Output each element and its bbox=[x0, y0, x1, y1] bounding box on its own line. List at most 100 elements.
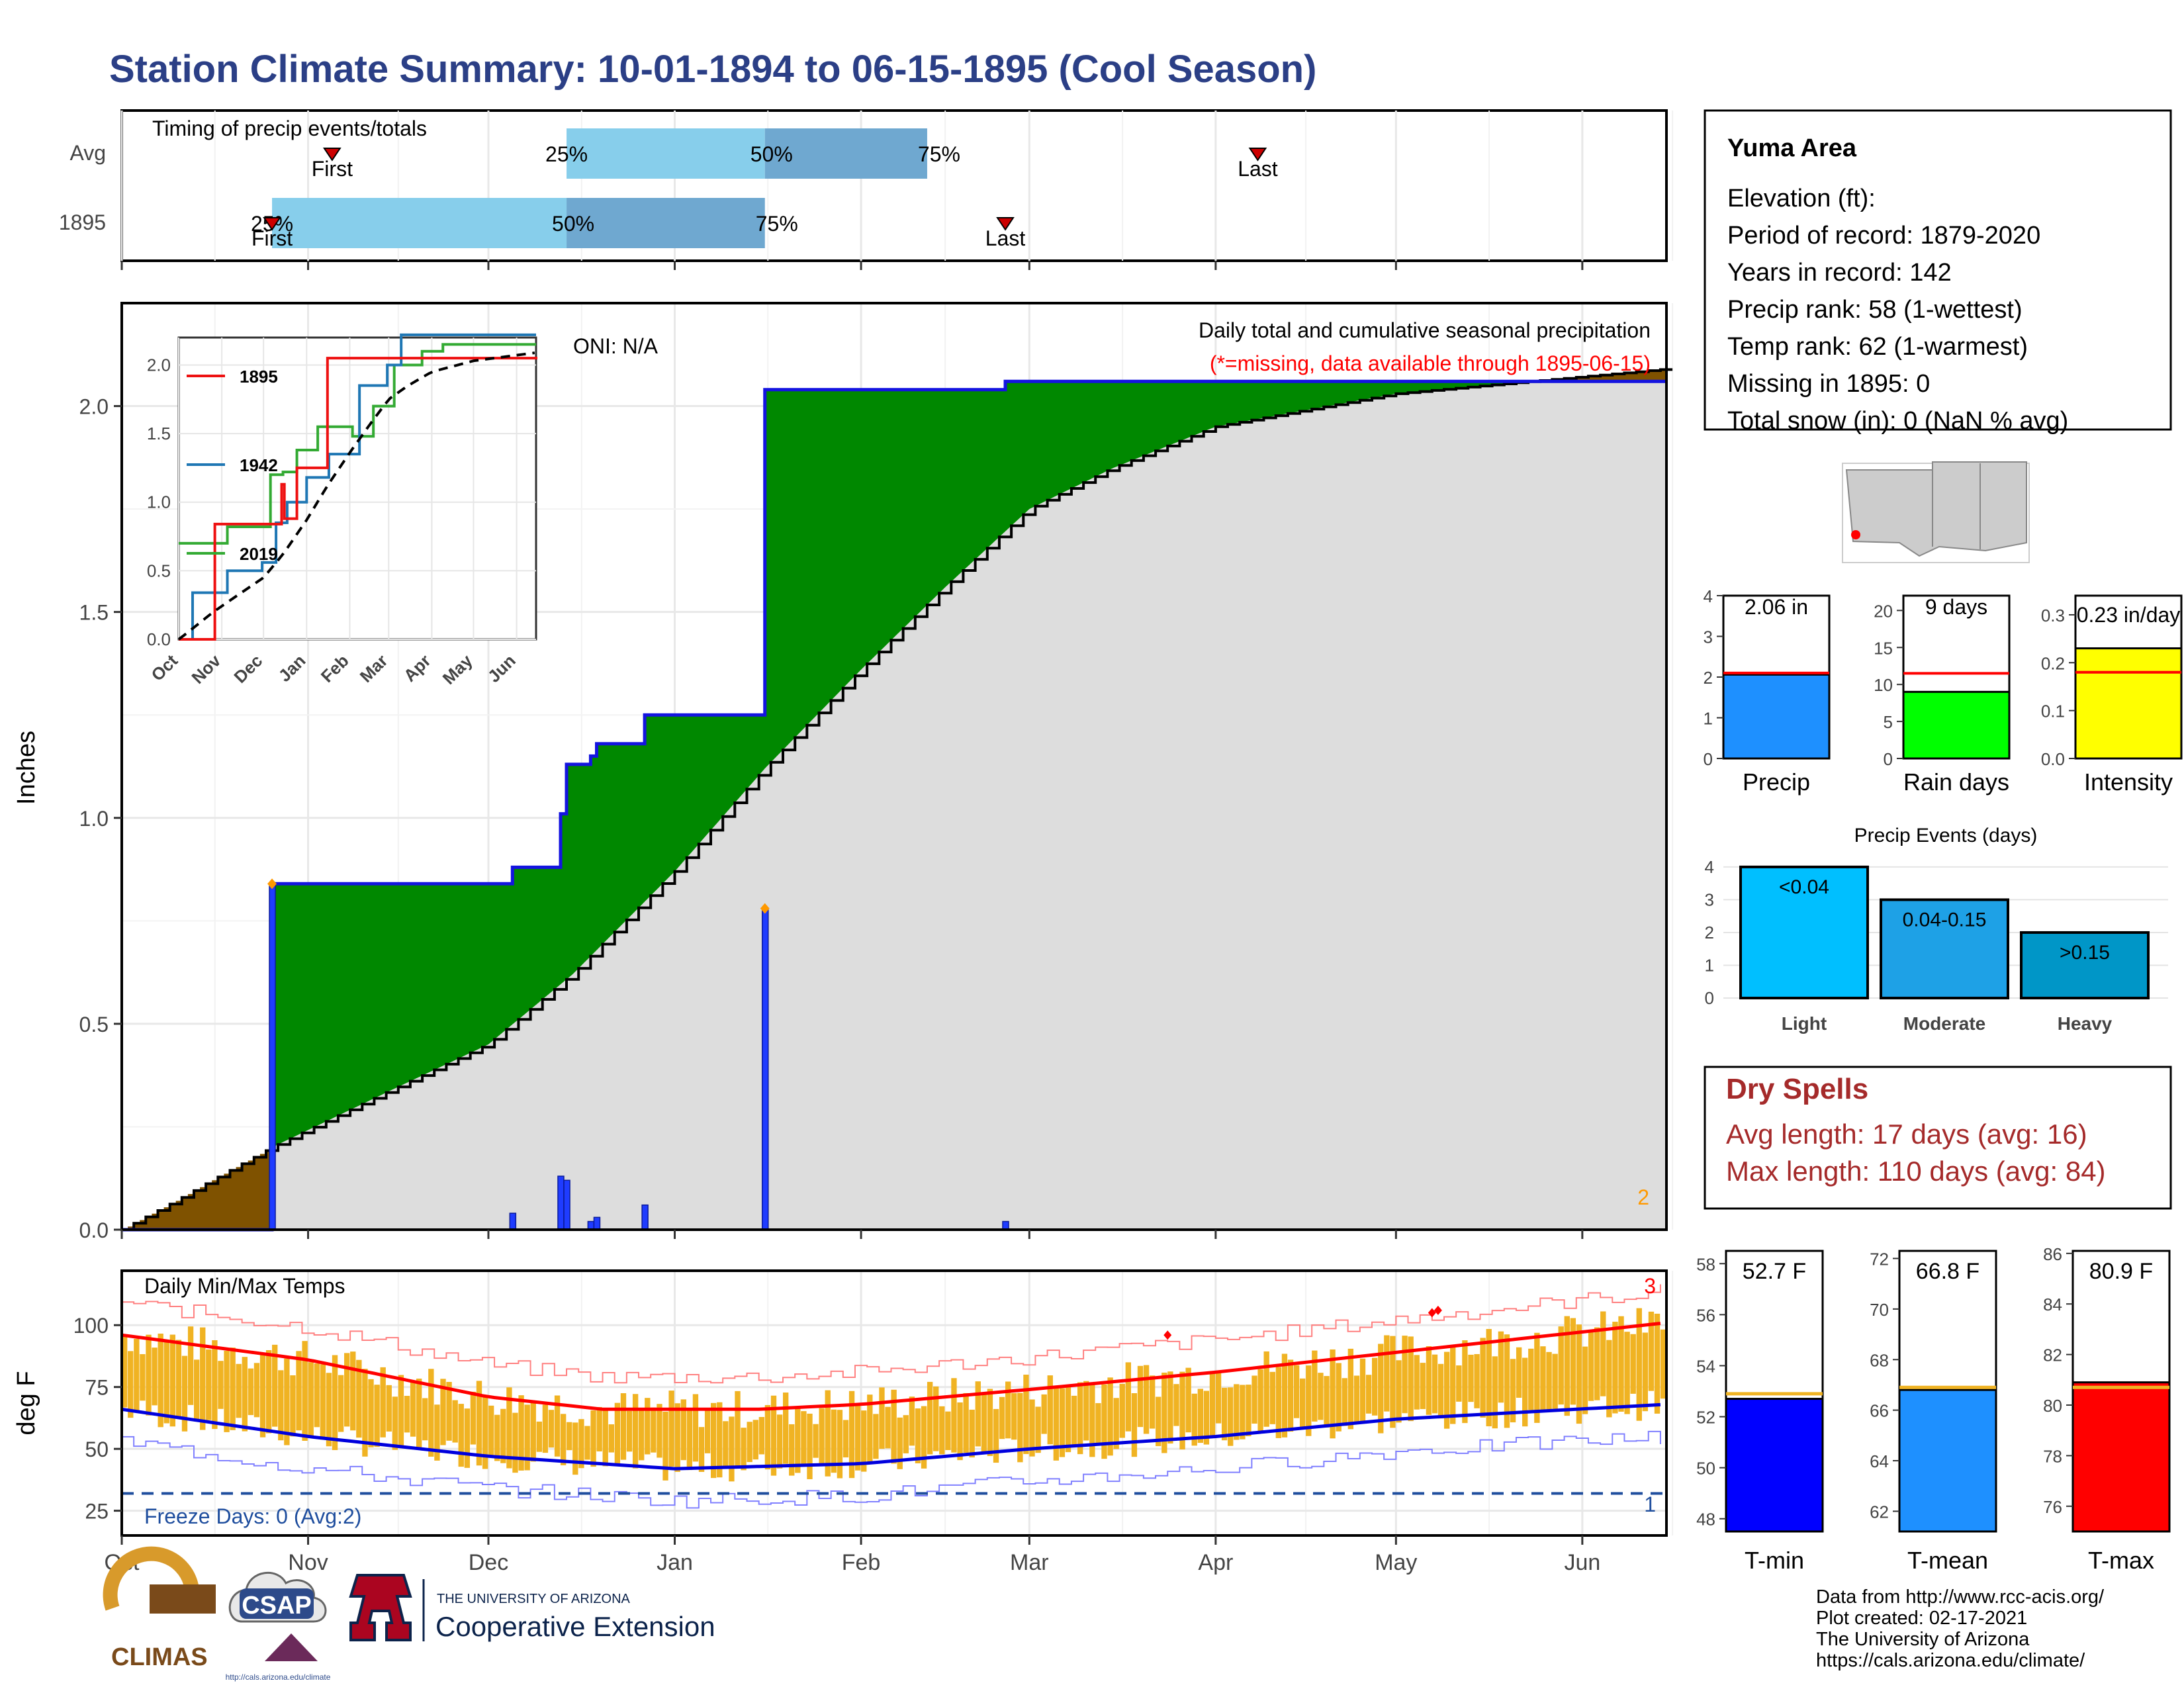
daily-temp-range-bar bbox=[1552, 1353, 1558, 1409]
daily-temp-range-bar bbox=[981, 1393, 987, 1453]
inset-y-tick-label: 1.0 bbox=[147, 492, 171, 512]
daily-temp-range-bar bbox=[1287, 1359, 1294, 1432]
daily-temp-range-bar bbox=[1426, 1346, 1432, 1415]
daily-temp-range-bar bbox=[242, 1357, 248, 1432]
daily-temp-range-bar bbox=[1654, 1313, 1661, 1414]
daily-temp-range-bar bbox=[861, 1410, 867, 1472]
daily-temp-range-bar bbox=[314, 1363, 320, 1428]
daily-temp-range-bar bbox=[770, 1395, 777, 1476]
daily-temp-range-bar bbox=[326, 1373, 332, 1447]
temp-summary-y-tick-label: 78 bbox=[2043, 1446, 2062, 1466]
footer-line: Data from http://www.rcc-acis.org/ bbox=[1816, 1586, 2105, 1608]
daily-temp-range-bar bbox=[253, 1363, 260, 1418]
daily-temp-range-bar bbox=[657, 1404, 662, 1458]
events-y-tick-label: 2 bbox=[1705, 923, 1714, 942]
daily-temp-range-bar bbox=[567, 1422, 572, 1451]
summary-bar-label: Rain days bbox=[1903, 768, 2009, 796]
temp-summary-bar bbox=[1725, 1398, 1824, 1533]
summary-bar-value-label: 2.06 in bbox=[1745, 595, 1808, 619]
daily-temp-range-bar bbox=[1005, 1381, 1011, 1439]
precip-y-tick-label: 0.5 bbox=[79, 1013, 109, 1036]
daily-temp-range-bar bbox=[1486, 1329, 1492, 1427]
daily-temp-range-bar bbox=[795, 1408, 801, 1473]
daily-temp-range-bar bbox=[1330, 1349, 1336, 1439]
daily-temp-range-bar bbox=[698, 1427, 705, 1472]
daily-temp-range-bar bbox=[1504, 1334, 1510, 1428]
daily-temp-range-bar bbox=[1378, 1344, 1384, 1434]
ua-logo: A THE UNIVERSITY OF ARIZONA Cooperative … bbox=[349, 1574, 715, 1642]
daily-temp-range-bar bbox=[999, 1396, 1005, 1440]
daily-temp-range-bar bbox=[344, 1353, 350, 1427]
daily-temp-range-bar bbox=[909, 1396, 915, 1446]
summary-y-tick-label: 0.2 bbox=[2041, 653, 2065, 673]
daily-precip-bar bbox=[563, 1179, 570, 1230]
summary-y-tick-label: 0 bbox=[1704, 749, 1713, 769]
daily-temp-range-bar bbox=[704, 1410, 711, 1453]
quartile-band-lower bbox=[272, 198, 567, 248]
first-event-marker bbox=[322, 148, 341, 161]
precip-ylabel: Inches bbox=[13, 731, 40, 805]
daily-temp-range-bar bbox=[1636, 1308, 1642, 1421]
daily-temp-range-bar bbox=[1191, 1393, 1197, 1446]
summary-y-tick-label: 15 bbox=[1874, 638, 1893, 658]
daily-temp-range-bar bbox=[1498, 1331, 1504, 1403]
daily-precip-bar bbox=[509, 1212, 517, 1230]
daily-temp-range-bar bbox=[1167, 1371, 1173, 1444]
daily-temp-range-bar bbox=[782, 1393, 789, 1464]
daily-temp-range-bar bbox=[259, 1354, 266, 1438]
daily-temp-range-bar bbox=[776, 1414, 783, 1469]
info-box: Yuma Area Elevation (ft): Period of recor… bbox=[1704, 109, 2172, 435]
observed-cumulative-line bbox=[122, 379, 1666, 1232]
x-axis-label: Feb bbox=[842, 1550, 881, 1575]
daily-temp-range-bar bbox=[1059, 1388, 1066, 1457]
temp-summary-y-tick-label: 56 bbox=[1696, 1305, 1715, 1325]
inset-y-tick-label: 0.0 bbox=[147, 629, 171, 649]
footer-line: The University of Arizona bbox=[1816, 1629, 2030, 1650]
daily-temp-range-bar bbox=[813, 1424, 819, 1458]
daily-temp-range-bar bbox=[518, 1395, 524, 1471]
daily-temp-range-bar bbox=[1173, 1384, 1179, 1426]
daily-temp-range-bar bbox=[1564, 1316, 1570, 1416]
info-line: Elevation (ft): bbox=[1727, 185, 1876, 212]
climas-logo: CLIMAS bbox=[103, 1546, 216, 1671]
climas-logo-arc bbox=[103, 1546, 200, 1611]
temp-summary-y-tick-label: 72 bbox=[1870, 1249, 1889, 1269]
summary-y-tick-label: 1 bbox=[1704, 709, 1713, 729]
dry-spells-box: Dry Spells Avg length: 17 days (avg: 16)… bbox=[1704, 1066, 2172, 1210]
events-bar-value-label: 0.04-0.15 bbox=[1903, 909, 1987, 931]
daily-temp-range-bar bbox=[1582, 1346, 1588, 1414]
daily-temp-range-bar bbox=[320, 1364, 326, 1440]
daily-temp-range-bar bbox=[488, 1405, 494, 1457]
summary-y-tick-label: 0 bbox=[1884, 749, 1893, 769]
daily-temp-range-bar bbox=[1648, 1311, 1655, 1391]
daily-temp-range-bar bbox=[692, 1394, 699, 1462]
daily-temp-range-bar bbox=[645, 1398, 651, 1455]
daily-temp-range-bar bbox=[747, 1422, 752, 1463]
precip-y-tick-label: 1.0 bbox=[79, 807, 109, 831]
inset-legend-label: 1942 bbox=[240, 455, 278, 475]
info-line: Temp rank: 62 (1-warmest) bbox=[1727, 333, 2028, 361]
daily-temp-range-bar bbox=[1023, 1375, 1029, 1454]
daily-temp-range-bar bbox=[380, 1367, 386, 1438]
daily-temp-range-bar bbox=[1209, 1373, 1216, 1436]
daily-temp-range-bar bbox=[368, 1379, 374, 1447]
daily-temp-range-bar bbox=[915, 1408, 921, 1463]
events-y-tick-label: 0 bbox=[1705, 988, 1714, 1008]
daily-temp-range-bar bbox=[801, 1411, 807, 1465]
average-cumulative-line bbox=[122, 368, 1673, 1231]
daily-precip-bar bbox=[761, 907, 769, 1230]
summary-bar-value-label: 9 days bbox=[1925, 595, 1987, 619]
daily-temp-range-bar bbox=[1408, 1336, 1414, 1422]
precip-events-chart: Precip Events (days) 0 1 2 3 4 <0.04 Light 0.04-… bbox=[1705, 825, 2168, 1034]
daily-temp-range-bar bbox=[422, 1398, 428, 1441]
daily-temp-range-bar bbox=[212, 1340, 218, 1430]
precip-panel-frame bbox=[120, 302, 1668, 1231]
quartile-50-label: 50% bbox=[552, 212, 594, 236]
events-bar-label: Light bbox=[1782, 1013, 1827, 1034]
daily-temp-range-bar bbox=[1185, 1367, 1191, 1433]
inset-legend-label: 1895 bbox=[240, 367, 278, 387]
daily-temp-range-bar bbox=[1450, 1346, 1456, 1424]
daily-temp-range-bar bbox=[500, 1408, 506, 1463]
inset-average-line bbox=[177, 351, 535, 641]
temp-y-tick-label: 25 bbox=[85, 1500, 109, 1524]
